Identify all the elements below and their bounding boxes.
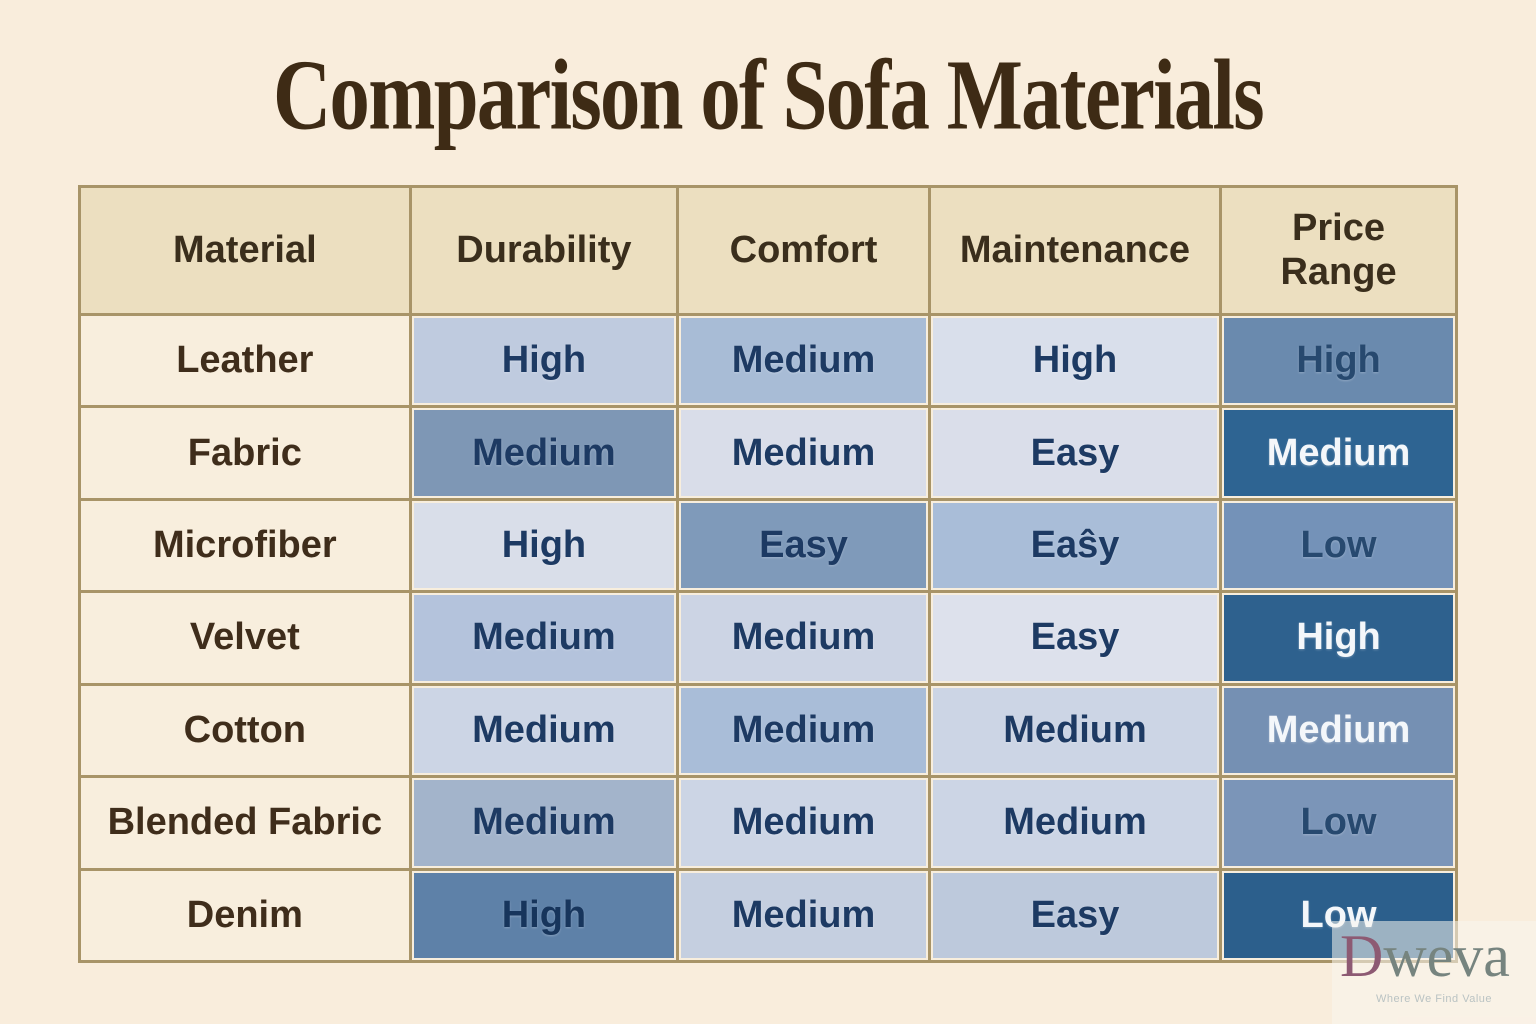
value-cell-comfort: Medium (679, 685, 928, 776)
watermark: Dweva Where We Find Value (1332, 921, 1536, 1024)
column-header-comfort: Comfort (679, 188, 928, 313)
value-fill: Medium (932, 780, 1218, 866)
value-cell-comfort: Medium (679, 408, 928, 498)
value-fill: Medium (681, 318, 926, 404)
value-cell-durability: High (411, 500, 677, 591)
column-header-material: Material (81, 188, 409, 313)
value-fill: Medium (681, 687, 926, 774)
material-cell: Denim (81, 870, 409, 960)
value-fill: Eaŝy (932, 502, 1218, 589)
value-cell-maintenance: Easy (930, 870, 1220, 960)
value-cell-price-range: Medium (1222, 685, 1455, 776)
column-header-maintenance: Maintenance (930, 188, 1220, 313)
value-fill: High (413, 318, 675, 404)
value-cell-comfort: Medium (679, 778, 928, 868)
value-fill: Medium (413, 595, 675, 681)
value-fill: Easy (932, 872, 1218, 958)
value-cell-comfort: Medium (679, 316, 928, 406)
material-cell: Blended Fabric (81, 778, 409, 868)
value-cell-comfort: Easy (679, 500, 928, 591)
watermark-tagline: Where We Find Value (1375, 993, 1493, 1005)
value-cell-durability: High (411, 316, 677, 406)
value-cell-price-range: High (1222, 593, 1455, 683)
value-cell-maintenance: Medium (930, 778, 1220, 868)
value-cell-durability: Medium (411, 685, 677, 776)
value-cell-maintenance: Medium (930, 685, 1220, 776)
value-cell-maintenance: Easy (930, 408, 1220, 498)
column-header-price-range: Price Range (1222, 188, 1455, 313)
value-fill: Medium (681, 410, 926, 496)
column-header-durability: Durability (411, 188, 677, 313)
watermark-brand: Dweva (1340, 923, 1510, 989)
value-fill: Low (1224, 780, 1453, 866)
value-fill: Easy (932, 410, 1218, 496)
value-fill: Medium (413, 410, 675, 496)
watermark-brand-rest: weva (1383, 923, 1510, 989)
value-fill: High (1224, 318, 1453, 404)
value-fill: Medium (1224, 410, 1453, 496)
value-fill: Medium (681, 872, 926, 958)
value-cell-maintenance: High (930, 316, 1220, 406)
value-cell-price-range: Low (1222, 870, 1455, 960)
value-fill: Medium (681, 595, 926, 681)
material-cell: Microfiber (81, 500, 409, 591)
value-cell-comfort: Medium (679, 870, 928, 960)
value-fill: High (413, 502, 675, 589)
value-fill: Medium (681, 780, 926, 866)
material-cell: Velvet (81, 593, 409, 683)
watermark-brand-initial: D (1340, 923, 1384, 989)
value-fill: High (932, 318, 1218, 404)
value-fill: Medium (413, 687, 675, 774)
value-cell-durability: Medium (411, 593, 677, 683)
value-fill: Easy (932, 595, 1218, 681)
value-fill: Medium (932, 687, 1218, 774)
value-cell-comfort: Medium (679, 593, 928, 683)
page-title: Comparison of Sofa Materials (273, 38, 1265, 151)
value-cell-durability: Medium (411, 408, 677, 498)
material-cell: Leather (81, 316, 409, 406)
comparison-table: Material Durability Comfort Maintenance … (78, 185, 1458, 963)
value-fill: High (1224, 595, 1453, 681)
value-cell-price-range: High (1222, 316, 1455, 406)
value-cell-price-range: Medium (1222, 408, 1455, 498)
value-cell-maintenance: Eaŝy (930, 500, 1220, 591)
value-fill: Easy (681, 502, 926, 589)
material-cell: Cotton (81, 685, 409, 776)
value-cell-price-range: Low (1222, 778, 1455, 868)
value-cell-durability: High (411, 870, 677, 960)
value-fill: Medium (413, 780, 675, 866)
value-cell-price-range: Low (1222, 500, 1455, 591)
material-cell: Fabric (81, 408, 409, 498)
value-cell-maintenance: Easy (930, 593, 1220, 683)
value-cell-durability: Medium (411, 778, 677, 868)
value-fill: High (413, 872, 675, 958)
value-fill: Medium (1224, 687, 1453, 774)
value-fill: Low (1224, 502, 1453, 589)
